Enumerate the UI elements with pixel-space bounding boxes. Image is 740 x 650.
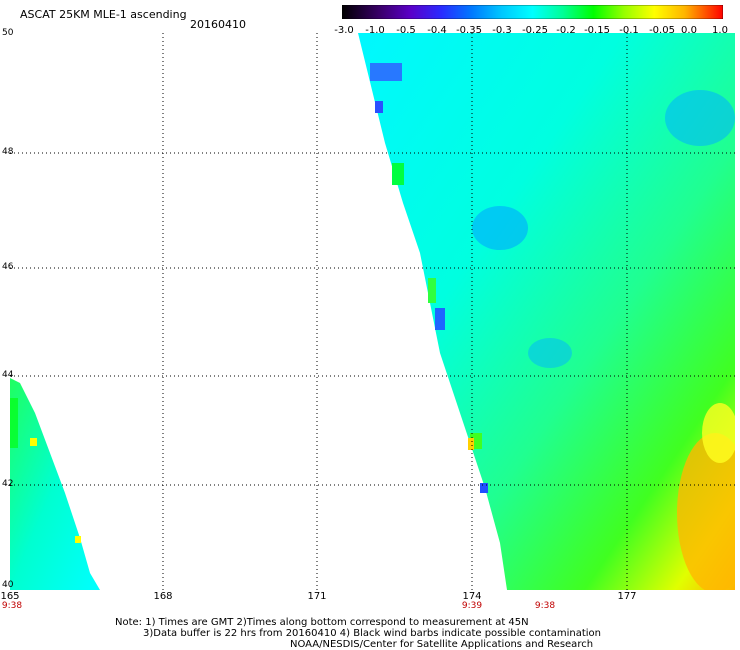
lat-label: 44 [2,370,14,380]
lon-label: 174 [462,591,482,602]
colorbar-label: -0.25 [522,25,548,36]
blue-patch [480,483,488,493]
colorbar-label: -0.3 [492,25,512,36]
lat-label: 40 [2,580,14,590]
colorbar-label: -0.35 [456,25,482,36]
colorbar-label: -0.4 [427,25,447,36]
product-title: ASCAT 25KM MLE-1 ascending [20,8,187,21]
yellow-patch [468,438,474,450]
warm-patch [702,403,735,463]
swath-right [358,33,735,590]
lat-label: 46 [2,262,14,272]
yellow-patch [30,438,37,446]
time-label: 9:38 [1,601,23,611]
lat-label: 42 [2,479,14,489]
lon-label: 168 [153,591,173,602]
wind-map[interactable] [10,33,735,590]
swath-left [10,378,100,590]
colorbar-labels: -3.0 -1.0 -0.5 -0.4 -0.35 -0.3 -0.25 -0.… [330,25,740,37]
blue-patch [472,206,528,250]
warm-patch [677,433,735,590]
blue-patch [665,90,735,146]
colorbar-label: -3.0 [334,25,354,36]
green-patch [10,398,18,448]
colorbar-label: -0.15 [584,25,610,36]
colorbar [342,5,723,19]
product-date: 20160410 [190,18,246,31]
colorbar-label: -0.05 [649,25,675,36]
lon-label: 165 [0,591,20,602]
green-patch [392,163,404,185]
blue-patch [375,101,383,113]
colorbar-label: -0.2 [556,25,576,36]
colorbar-label: -1.0 [365,25,385,36]
colorbar-label: 1.0 [712,25,728,36]
lon-label: 177 [617,591,637,602]
lat-label: 48 [2,147,14,157]
time-label: 9:38 [534,601,556,611]
time-label: 9:39 [461,601,483,611]
yellow-patch [75,536,81,543]
lat-label: 50 [2,28,14,38]
lon-label: 171 [307,591,327,602]
blue-patch [528,338,572,368]
grid [10,33,735,590]
colorbar-label: -0.5 [396,25,416,36]
colorbar-label: -0.1 [619,25,639,36]
blue-patch [435,308,445,330]
green-patch [428,278,436,303]
note-line-1: Note: 1) Times are GMT 2)Times along bot… [115,617,529,628]
note-line-3: NOAA/NESDIS/Center for Satellite Applica… [290,639,594,650]
note-line-2: 3)Data buffer is 22 hrs from 20160410 4)… [143,628,601,639]
colorbar-label: 0.0 [681,25,697,36]
blue-patch [370,63,402,81]
